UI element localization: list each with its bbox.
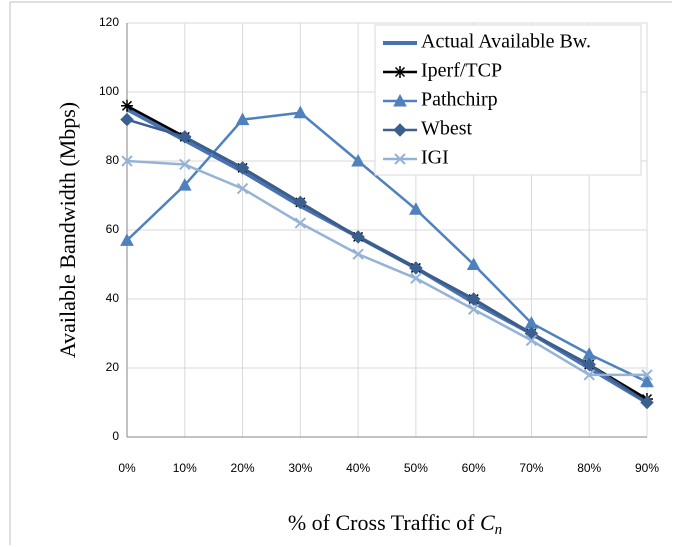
marker [293,105,308,119]
marker [120,112,134,127]
marker [640,395,654,410]
x-tick-label: 60% [462,461,486,475]
legend-label: Iperf/TCP [421,60,502,82]
marker [525,334,538,347]
legend-label: Actual Available Bw. [421,31,591,53]
y-tick-label: 60 [106,222,120,236]
marker [293,195,308,210]
marker [393,123,407,137]
marker [409,202,423,215]
marker [640,374,654,388]
marker [121,155,133,167]
y-tick-label: 80 [106,153,120,167]
x-tick-label: 20% [231,461,255,475]
marker [393,93,407,107]
marker [583,369,595,381]
x-label-var: C [480,510,495,535]
series-line [126,159,647,377]
marker [294,217,307,229]
marker [582,347,597,360]
marker [466,257,481,270]
marker [235,161,250,175]
marker [410,272,422,285]
marker [351,230,365,244]
y-axis-label: Available Bandwidth (Mbps) [55,102,80,358]
y-tick-label: 0 [112,429,119,443]
x-tick-label: 10% [173,461,197,475]
marker [121,99,133,112]
x-tick-label: 40% [346,461,370,475]
y-tick-label: 20 [106,360,120,374]
marker [178,130,192,144]
marker [120,233,134,246]
x-tick-label: 90% [635,461,659,475]
x-label-sub: n [495,522,503,538]
y-tick-label: 100 [99,84,119,98]
x-axis-label: % of Cross Traffic of Cn [288,510,502,538]
marker [641,369,653,381]
marker [179,158,191,171]
x-tick-label: 70% [519,461,543,475]
series-line [126,118,648,404]
marker [352,248,364,260]
legend-box [374,24,642,176]
marker [236,182,249,195]
x-tick-label: 30% [288,461,312,475]
x-tick-label: 0% [118,461,136,475]
marker [582,357,596,372]
x-label-text: % of Cross Traffic of [288,510,480,535]
marker [394,66,406,78]
y-tick-label: 120 [99,15,119,29]
legend-label: Pathchirp [421,89,498,111]
legend-label: IGI [421,147,449,169]
marker [394,153,406,165]
marker [467,303,480,316]
x-tick-label: 50% [404,461,428,475]
marker [235,112,250,126]
legend-label: Wbest [421,118,473,140]
x-tick-label: 80% [577,461,601,475]
y-tick-label: 40 [106,291,120,305]
marker [351,153,365,167]
marker [466,292,481,306]
marker [177,178,192,191]
marker [409,261,423,275]
